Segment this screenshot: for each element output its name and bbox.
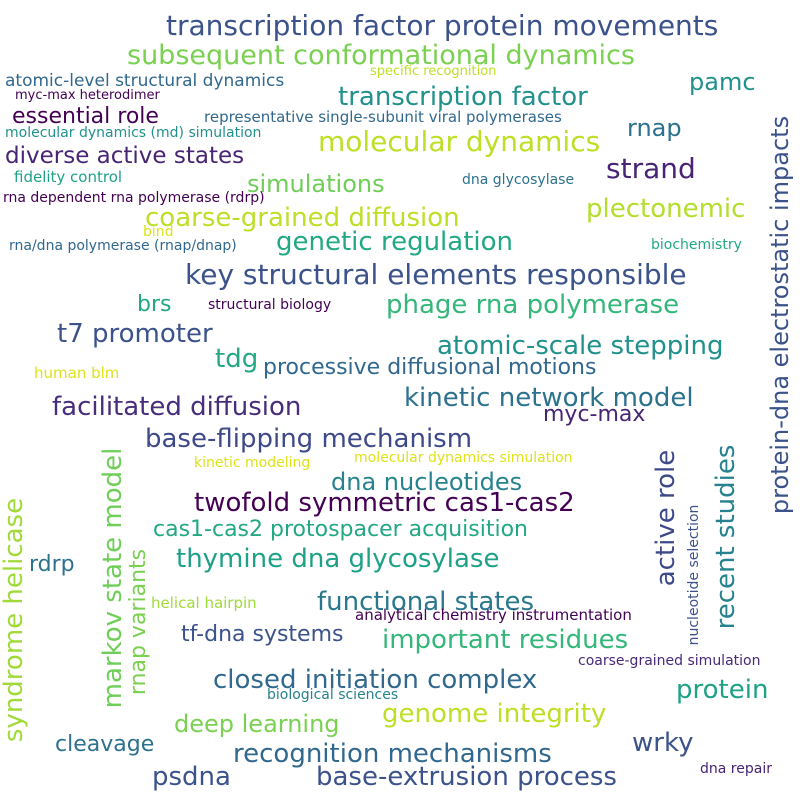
word: deep learning — [174, 710, 340, 738]
word: atomic-level structural dynamics — [5, 71, 285, 91]
word: kinetic modeling — [194, 455, 311, 471]
word: twofold symmetric cas1-cas2 — [194, 488, 575, 518]
word: thymine dna glycosylase — [176, 544, 500, 574]
word: biochemistry — [651, 237, 742, 253]
word: base-extrusion process — [316, 762, 617, 792]
word: functional states — [317, 587, 535, 617]
word: rdrp — [29, 552, 75, 577]
word: cleavage — [55, 732, 155, 757]
word: active role — [651, 449, 681, 587]
word: genome integrity — [382, 699, 607, 729]
word: kinetic network model — [404, 383, 694, 413]
word: bind — [143, 224, 174, 240]
word: specific recognition — [370, 64, 497, 79]
word: diverse active states — [5, 143, 245, 169]
word: transcription factor protein movements — [166, 9, 719, 42]
word: dna nucleotides — [331, 468, 523, 496]
word: molecular dynamics — [318, 125, 601, 158]
word: tf-dna systems — [181, 622, 344, 647]
word: human blm — [34, 364, 120, 382]
word: plectonemic — [586, 194, 746, 224]
word: base-flipping mechanism — [145, 424, 473, 454]
word: pamc — [689, 68, 756, 96]
word: transcription factor — [338, 82, 588, 112]
word: strand — [606, 152, 696, 185]
word: subsequent conformational dynamics — [127, 40, 635, 71]
word: protein — [676, 675, 769, 705]
word: important residues — [382, 625, 629, 655]
word: genetic regulation — [276, 227, 514, 257]
word: recognition mechanisms — [233, 739, 552, 769]
word: analytical chemistry instrumentation — [355, 606, 632, 624]
word: closed initiation complex — [213, 665, 538, 695]
word: wrky — [632, 728, 694, 758]
word: recent studies — [711, 444, 741, 630]
word: simulations — [247, 170, 385, 198]
word: phage rna polymerase — [386, 290, 680, 320]
word: molecular dynamics (md) simulation — [5, 125, 262, 141]
word: processive diffusional motions — [263, 355, 597, 380]
word: rna dependent rna polymerase (rdrp) — [3, 190, 265, 206]
word: cas1-cas2 protospacer acquisition — [153, 517, 528, 542]
word: facilitated diffusion — [52, 392, 302, 422]
word: dna repair — [700, 761, 772, 777]
word: tdg — [215, 344, 259, 374]
word: protein-dna electrostatic impacts — [766, 115, 794, 515]
word: biological sciences — [267, 687, 399, 703]
word: rna/dna polymerase (rnap/dnap) — [9, 238, 237, 254]
word: rnap — [627, 114, 682, 142]
word: fidelity control — [14, 168, 123, 186]
word: psdna — [152, 762, 231, 792]
word: nucleotide selection — [686, 504, 702, 646]
word: helical hairpin — [151, 594, 257, 612]
word: coarse-grained diffusion — [145, 203, 460, 233]
word: rnap variants — [126, 548, 151, 696]
word: representative single-subunit viral poly… — [204, 108, 562, 126]
word: syndrome helicase — [0, 497, 29, 743]
word: atomic-scale stepping — [437, 331, 724, 361]
word: myc-max — [543, 402, 646, 427]
word: molecular dynamics simulation — [354, 450, 573, 466]
word: coarse-grained simulation — [578, 653, 761, 669]
word: structural biology — [208, 297, 332, 313]
word: t7 promoter — [57, 319, 213, 349]
word: myc-max heterodimer — [15, 88, 160, 103]
word: markov state model — [98, 447, 128, 709]
word: dna glycosylase — [462, 172, 575, 188]
word: essential role — [12, 104, 159, 129]
word: brs — [137, 292, 172, 317]
word: key structural elements responsible — [185, 258, 687, 291]
